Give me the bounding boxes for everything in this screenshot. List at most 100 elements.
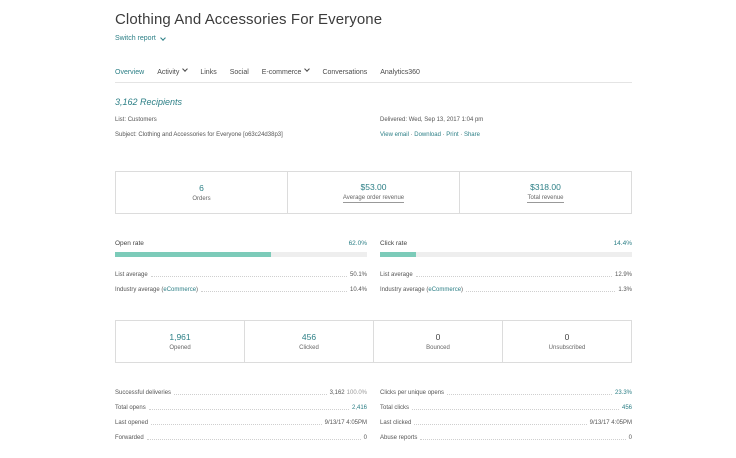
row-subvalue: 100.0% [346, 390, 367, 396]
delivered-label: Delivered: [380, 117, 408, 123]
bounced-stat: 0 Bounced [374, 321, 503, 362]
open-rate-bar-fill [115, 252, 272, 257]
row-value: 23.3% [614, 390, 632, 396]
row-label: Last clicked [380, 420, 412, 426]
stat-label: Opened [169, 345, 191, 351]
row-label: Industry average (eCommerce) [380, 287, 463, 293]
average-order-revenue-stat: $53.00 Average order revenue [288, 172, 460, 213]
tab-label: Conversations [322, 69, 368, 76]
tab-links[interactable]: Links [200, 63, 216, 82]
tab-label: Social [229, 69, 249, 76]
link-separator: · [458, 132, 464, 138]
share-link[interactable]: Share [463, 132, 480, 138]
stat-value: 6 [199, 183, 204, 193]
click-list-average-row: List average 12.9% [380, 272, 632, 278]
total-revenue-stat: $318.00 Total revenue [460, 172, 631, 213]
recipients-count: 3,162 Recipients [115, 97, 183, 107]
row-label: List average [115, 272, 148, 278]
stat-label: Unsubscribed [548, 345, 586, 351]
open-rate-header: Open rate 62.0% [115, 240, 367, 247]
tab-activity[interactable]: Activity [157, 63, 189, 82]
stat-label: Bounced [426, 345, 450, 351]
row-value: 12.9% [614, 272, 632, 278]
chevron-down-icon [182, 66, 189, 72]
dotted-leader [201, 290, 347, 292]
tab-overview[interactable]: Overview [115, 63, 144, 82]
subject-info: Subject: Clothing and Accessories for Ev… [115, 132, 283, 138]
detail-row: Last opened 9/13/17 4:05PM [115, 420, 367, 426]
chevron-down-icon [304, 66, 311, 72]
click-rate-value: 14.4% [613, 240, 632, 247]
print-link[interactable]: Print [446, 132, 459, 138]
industry-link[interactable]: eCommerce [163, 287, 197, 293]
subject-label: Subject: [115, 132, 137, 138]
row-label: List average [380, 272, 413, 278]
list-label: List: [115, 117, 127, 123]
switch-report-label: Switch report [115, 35, 156, 42]
dotted-leader [415, 275, 612, 277]
row-label: Forwarded [115, 435, 144, 441]
link-separator: · [408, 132, 415, 138]
ecommerce-stats: 6 Orders $53.00 Average order revenue $3… [115, 171, 632, 214]
detail-row: Last clicked 9/13/17 4:05PM [380, 420, 632, 426]
download-link[interactable]: Download [414, 132, 441, 138]
stat-label[interactable]: Average order revenue [342, 195, 405, 203]
engagement-counts: 1,961 Opened 456 Clicked 0 Bounced 0 Uns… [115, 320, 632, 363]
stat-label[interactable]: Total revenue [527, 195, 564, 203]
row-label: Last opened [115, 420, 149, 426]
industry-link[interactable]: eCommerce [428, 287, 462, 293]
stat-value: 1,961 [169, 332, 191, 342]
delivered-info: Delivered: Wed, Sep 13, 2017 1:04 pm [380, 117, 483, 123]
dotted-leader [412, 408, 619, 410]
row-value[interactable]: 456 [621, 405, 632, 411]
dotted-leader [420, 438, 626, 440]
subject-value: Clothing and Accessories for Everyone [o… [138, 132, 283, 138]
detail-row: Total opens 2,416 [115, 405, 367, 411]
list-info: List: Customers [115, 117, 157, 123]
row-value: 1.3% [618, 287, 632, 293]
detail-row: Successful deliveries 3,162 100.0% [115, 390, 367, 396]
industry-close: ) [461, 287, 464, 293]
delivered-value: Wed, Sep 13, 2017 1:04 pm [408, 117, 484, 123]
tab-ecommerce[interactable]: E-commerce [262, 63, 311, 82]
view-email-link[interactable]: View email [380, 132, 409, 138]
row-value: 10.4% [349, 287, 367, 293]
detail-row: Abuse reports 0 [380, 435, 632, 441]
dotted-leader [150, 275, 347, 277]
tab-label: Links [200, 69, 217, 76]
tab-analytics360[interactable]: Analytics360 [380, 63, 420, 82]
report-actions: View email · Download · Print · Share [380, 132, 480, 138]
page-title: Clothing And Accessories For Everyone [115, 11, 383, 28]
row-value: 50.1% [349, 272, 367, 278]
click-rate-bar [380, 252, 632, 257]
industry-label: Industry average ( [115, 287, 164, 293]
row-value[interactable]: 2,416 [351, 405, 367, 411]
click-rate-label: Click rate [380, 240, 408, 247]
tab-social[interactable]: Social [230, 63, 249, 82]
stat-value: 0 [564, 332, 570, 342]
stat-value: $53.00 [360, 182, 387, 193]
tab-conversations[interactable]: Conversations [322, 63, 367, 82]
click-rate-bar-fill [380, 252, 417, 257]
detail-row: Clicks per unique opens 23.3% [380, 390, 632, 396]
open-rate-bar [115, 252, 367, 257]
tab-label: Activity [157, 69, 180, 76]
detail-row: Total clicks 456 [380, 405, 632, 411]
row-label: Abuse reports [380, 435, 418, 441]
switch-report-link[interactable]: Switch report [115, 34, 166, 42]
click-industry-average-row: Industry average (eCommerce) 1.3% [380, 287, 632, 293]
stat-label: Clicked [299, 345, 319, 351]
stat-value: $318.00 [530, 182, 561, 193]
list-value: Customers [127, 117, 157, 123]
stat-value: 0 [435, 332, 441, 342]
row-value: 9/13/17 4:05PM [589, 420, 632, 426]
link-separator: · [440, 132, 447, 138]
dotted-leader [447, 393, 612, 395]
clicked-stat[interactable]: 456 Clicked [245, 321, 374, 362]
row-value: 3,162 [329, 390, 345, 396]
detail-row: Forwarded 0 [115, 435, 367, 441]
industry-label: Industry average ( [380, 287, 429, 293]
stat-value: 456 [301, 332, 317, 342]
opened-stat[interactable]: 1,961 Opened [116, 321, 245, 362]
report-tabs: Overview Activity Links Social E-commerc… [115, 63, 632, 83]
